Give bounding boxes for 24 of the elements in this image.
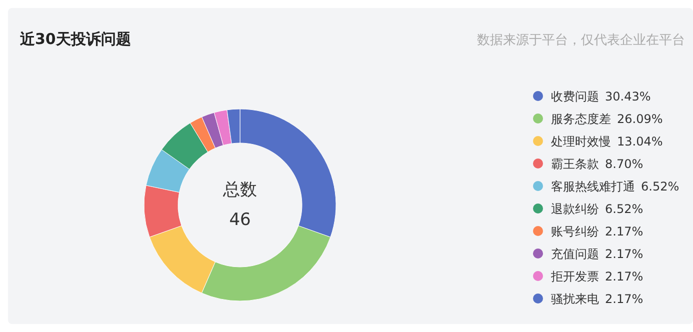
text: 总数	[222, 180, 257, 200]
chart-subtitle: 数据来源于平台，仅代表企业在平台	[477, 33, 685, 48]
data-label: 30.43%	[605, 90, 651, 104]
data-label: 2.17%	[605, 292, 644, 306]
data-label: 6.52%	[641, 180, 680, 194]
text: 46	[229, 210, 251, 230]
data-label: 2.17%	[605, 247, 644, 261]
chart-title: 近30天投诉问题	[19, 30, 131, 48]
data-label: 8.70%	[605, 157, 644, 171]
legend-label: 客服热线难打通	[551, 180, 635, 194]
legend-label: 退款纠纷	[551, 202, 599, 216]
legend-label: 霸王条款	[551, 157, 599, 171]
legend-label: 骚扰来电	[551, 292, 599, 306]
legend-label: 充值问题	[551, 247, 599, 261]
data-label: 13.04%	[617, 134, 663, 148]
data-label: 2.17%	[605, 224, 644, 238]
legend-label: 收费问题	[551, 90, 599, 104]
data-label: 26.09%	[617, 112, 663, 126]
legend-label: 拒开发票	[550, 270, 599, 284]
legend-label: 服务态度差	[551, 112, 611, 126]
data-label: 6.52%	[605, 202, 644, 216]
legend-label: 处理时效慢	[551, 134, 611, 148]
data-label: 2.17%	[605, 270, 644, 284]
legend-label: 账号纠纷	[551, 224, 599, 238]
